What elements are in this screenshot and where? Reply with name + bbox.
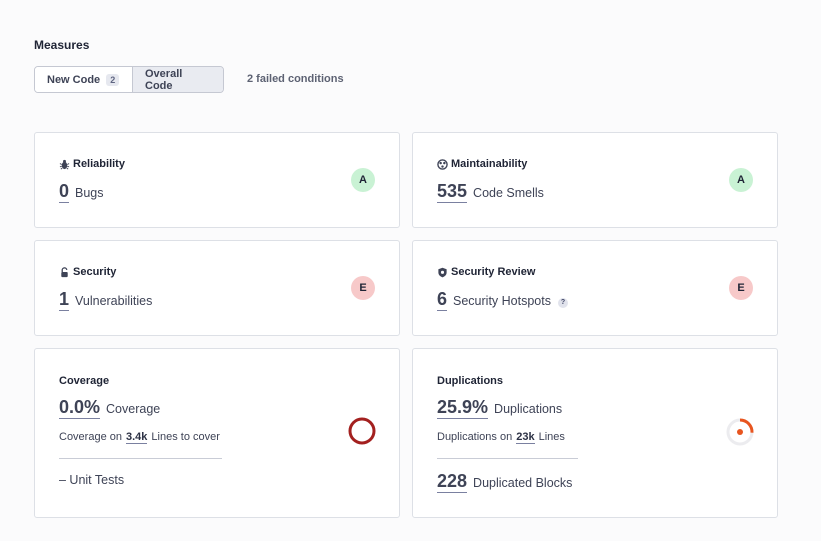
vulnerabilities-count-link[interactable]: 1 <box>59 289 70 311</box>
maintainability-title-text: Maintainability <box>451 158 528 170</box>
duplicated-blocks-label: Duplicated Blocks <box>473 476 573 490</box>
coverage-gauge-icon <box>348 417 376 445</box>
security-review-title-text: Security Review <box>451 266 536 278</box>
coverage-divider <box>59 458 222 459</box>
measures-title: Measures <box>34 38 90 52</box>
duplications-sub-suffix: Lines <box>538 431 565 443</box>
duplications-metric: 25.9% Duplications <box>437 398 562 419</box>
coverage-metric: 0.0% Coverage <box>59 398 160 419</box>
lines-to-cover-link[interactable]: 3.4k <box>126 431 148 444</box>
reliability-title-text: Reliability <box>73 158 125 170</box>
duplications-title: Duplications <box>437 375 504 387</box>
unit-tests-text: – Unit Tests <box>59 473 125 487</box>
coverage-sub-line: Coverage on 3.4k Lines to cover <box>59 431 220 444</box>
reliability-card: Reliability 0 Bugs A <box>34 132 400 228</box>
security-title: Security <box>59 266 116 278</box>
coverage-label: Coverage <box>106 402 161 416</box>
shield-icon <box>438 267 447 277</box>
bug-icon <box>59 159 70 169</box>
security-rating-badge[interactable]: E <box>351 276 375 300</box>
coverage-sub-suffix: Lines to cover <box>151 431 220 443</box>
overall-code-tab[interactable]: Overall Code <box>132 67 223 92</box>
maintainability-card: Maintainability 535 Code Smells A <box>412 132 778 228</box>
security-review-rating-badge[interactable]: E <box>729 276 753 300</box>
security-metric: 1 Vulnerabilities <box>59 290 152 311</box>
security-hotspots-label: Security Hotspots <box>453 294 551 308</box>
maintainability-icon <box>437 158 448 170</box>
reliability-rating-badge[interactable]: A <box>351 168 375 192</box>
duplications-sub-prefix: Duplications on <box>437 431 513 443</box>
coverage-card: Coverage 0.0% Coverage Coverage on 3.4k … <box>34 348 400 518</box>
reliability-metric: 0 Bugs <box>59 182 104 203</box>
lock-icon <box>61 266 68 277</box>
reliability-title: Reliability <box>59 158 125 170</box>
code-smells-count-link[interactable]: 535 <box>437 181 468 203</box>
maintainability-title: Maintainability <box>437 158 527 170</box>
security-hotspots-count-link[interactable]: 6 <box>437 289 448 311</box>
new-code-badge: 2 <box>106 73 120 86</box>
security-card: Security 1 Vulnerabilities E <box>34 240 400 336</box>
duplications-sub-line: Duplications on 23k Lines <box>437 431 565 444</box>
coverage-sub-prefix: Coverage on <box>59 431 122 443</box>
duplications-value-link[interactable]: 25.9% <box>437 397 489 419</box>
coverage-value-link[interactable]: 0.0% <box>59 397 101 419</box>
help-icon[interactable]: ? <box>557 297 568 308</box>
overall-code-tab-label: Overall Code <box>145 67 183 92</box>
failed-conditions-text: 2 failed conditions <box>247 73 344 85</box>
security-review-card: Security Review 6 Security Hotspots ? E <box>412 240 778 336</box>
duplications-gauge-icon <box>726 418 754 446</box>
new-code-tab[interactable]: New Code 2 <box>35 67 132 92</box>
new-code-tab-label: New Code <box>47 73 101 86</box>
security-review-title: Security Review <box>437 266 535 278</box>
maintainability-rating-badge[interactable]: A <box>729 168 753 192</box>
code-scope-toggle: New Code 2 Overall Code <box>34 66 224 93</box>
duplications-card: Duplications 25.9% Duplications Duplicat… <box>412 348 778 518</box>
duplications-label: Duplications <box>494 402 563 416</box>
bugs-count-link[interactable]: 0 <box>59 181 70 203</box>
bugs-label: Bugs <box>75 186 104 200</box>
security-title-text: Security <box>73 266 117 278</box>
code-smells-label: Code Smells <box>473 186 544 200</box>
security-review-metric: 6 Security Hotspots ? <box>437 290 568 311</box>
duplicated-lines-link[interactable]: 23k <box>516 431 535 444</box>
coverage-title: Coverage <box>59 375 110 387</box>
maintainability-metric: 535 Code Smells <box>437 182 544 203</box>
duplicated-blocks-link[interactable]: 228 <box>437 471 468 493</box>
duplications-gauge-arc <box>739 418 754 433</box>
vulnerabilities-label: Vulnerabilities <box>75 294 153 308</box>
duplicated-blocks-metric: 228 Duplicated Blocks <box>437 472 572 493</box>
duplications-divider <box>437 458 578 459</box>
